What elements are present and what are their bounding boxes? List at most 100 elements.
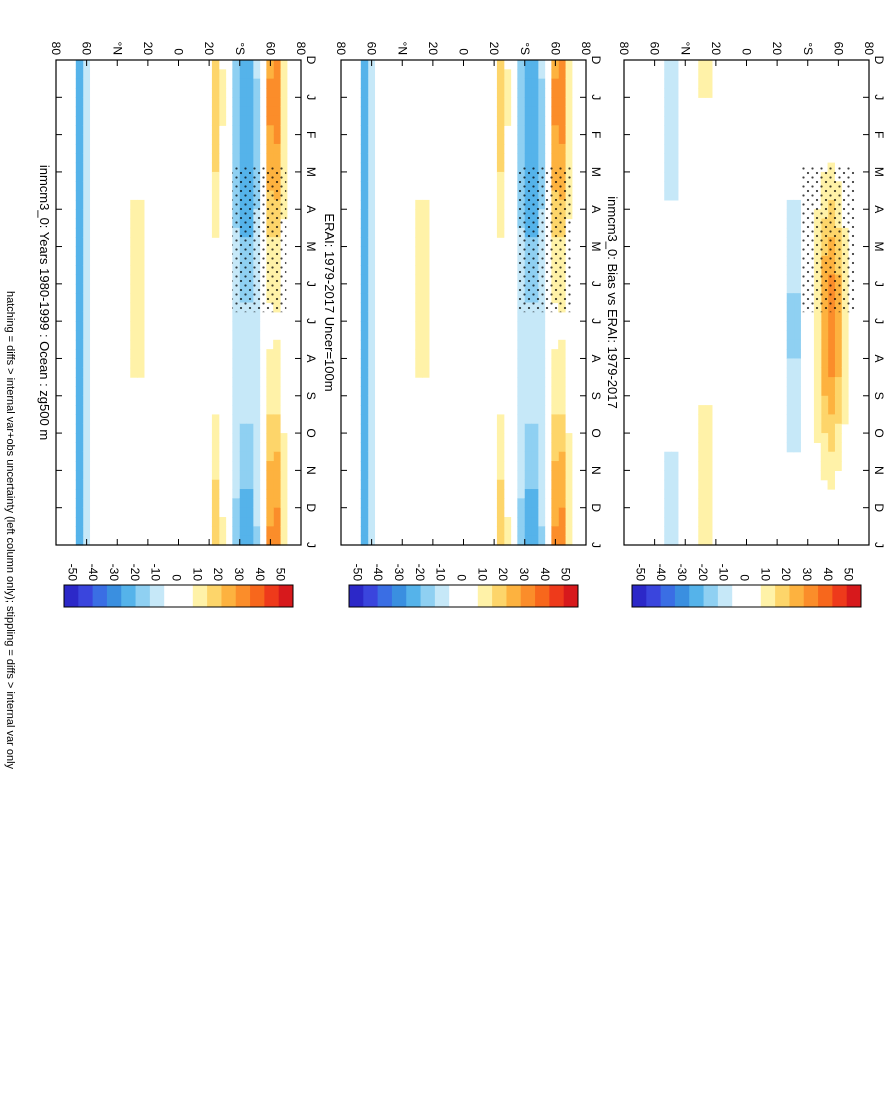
heatmap-cell (75, 181, 84, 192)
colorbar-segment (645, 585, 661, 607)
heatmap-cell (75, 535, 84, 546)
heatmap-cell (827, 423, 835, 434)
y-tick-label: 80 (617, 42, 631, 56)
heatmap-cell (496, 535, 505, 546)
heatmap-cell (239, 535, 247, 546)
heatmap-cell (245, 386, 254, 397)
heatmap-cell (496, 181, 505, 192)
heatmap-cell (75, 115, 84, 126)
heatmap-cell (266, 78, 274, 89)
heatmap-cell (558, 442, 566, 453)
heatmap-cell (813, 330, 822, 341)
heatmap-cell (524, 78, 532, 89)
heatmap-cell (211, 414, 220, 425)
colorbar-segment (362, 585, 378, 607)
heatmap-cell (239, 311, 247, 322)
heatmap-cell (75, 311, 84, 322)
x-tick-label: D (304, 56, 318, 65)
heatmap-cell (503, 115, 512, 126)
x-tick-label: M (872, 242, 886, 252)
heatmap-cell (252, 106, 261, 117)
heatmap-cell (524, 395, 532, 406)
heatmap-cell (75, 143, 84, 154)
heatmap-cell (496, 442, 505, 453)
heatmap-cell (664, 69, 672, 80)
heatmap-cell (245, 97, 254, 108)
heatmap-cell (266, 451, 274, 462)
x-tick-label: O (872, 428, 886, 437)
heatmap-cell (524, 349, 532, 360)
heatmap-cell (827, 461, 835, 471)
heatmap-cell (82, 461, 91, 471)
heatmap-cell (279, 433, 288, 444)
heatmap-cell (705, 69, 713, 80)
heatmap-cell (551, 153, 559, 164)
heatmap-cell (82, 134, 91, 145)
heatmap-cell (239, 377, 247, 388)
heatmap-cell (367, 87, 376, 98)
heatmap-cell (537, 414, 546, 425)
heatmap-cell (496, 134, 505, 145)
heatmap-cell (786, 330, 795, 341)
heatmap-cell (705, 405, 713, 416)
heatmap-cell (75, 265, 84, 276)
heatmap-cell (232, 330, 240, 341)
colorbar-segment (846, 585, 861, 607)
heatmap-cell (564, 517, 573, 527)
y-tick-label: °N (110, 42, 124, 55)
heatmap-cell (82, 330, 91, 341)
heatmap-cell (367, 227, 376, 238)
heatmap-cell (252, 526, 261, 537)
heatmap-cell (786, 349, 795, 360)
heatmap-cell (820, 339, 829, 350)
heatmap-cell (239, 405, 247, 416)
heatmap-cell (558, 358, 566, 369)
heatmap-cell (786, 433, 795, 444)
colorbar-segment (817, 585, 833, 607)
heatmap-cell (273, 470, 281, 481)
colorbar-segment (463, 585, 478, 607)
heatmap-cell (252, 87, 261, 98)
heatmap-cell (367, 358, 376, 369)
heatmap-cell (232, 321, 240, 332)
heatmap-cell (360, 470, 369, 481)
heatmap-cell (273, 489, 281, 499)
heatmap-cell (422, 274, 430, 285)
heatmap-cell (239, 87, 247, 98)
heatmap-cell (245, 367, 254, 378)
heatmap-cell (537, 423, 546, 434)
heatmap-cell (75, 451, 84, 462)
heatmap-cell (503, 106, 512, 117)
heatmap-cell (245, 87, 254, 98)
heatmap-cell (360, 386, 369, 397)
heatmap-cell (496, 479, 505, 490)
heatmap-cell (551, 414, 559, 425)
colorbar-label: -40 (86, 564, 100, 582)
heatmap-cell (415, 293, 423, 304)
heatmap-cell (551, 489, 559, 499)
heatmap-cell (786, 377, 795, 388)
x-tick-label: J (304, 318, 318, 324)
heatmap-cell (671, 69, 679, 80)
heatmap-cell (279, 470, 288, 481)
heatmap-cell (367, 190, 376, 201)
heatmap-cell (524, 386, 532, 397)
heatmap-cell (793, 423, 801, 434)
heatmap-cell (524, 517, 532, 527)
heatmap-cell (360, 526, 369, 537)
y-tick-label: 60 (80, 42, 94, 56)
heatmap-cell (537, 349, 546, 360)
heatmap-cell (367, 526, 376, 537)
heatmap-cell (698, 489, 706, 499)
heatmap-cell (537, 358, 546, 369)
y-tick-label: 60 (263, 42, 277, 56)
heatmap-cell (820, 349, 829, 360)
heatmap-cell (524, 470, 532, 481)
heatmap-cell (530, 143, 539, 154)
heatmap-cell (551, 97, 559, 108)
heatmap-cell (517, 349, 525, 360)
heatmap-cell (232, 78, 240, 89)
heatmap-cell (252, 423, 261, 434)
heatmap-cell (266, 87, 274, 98)
